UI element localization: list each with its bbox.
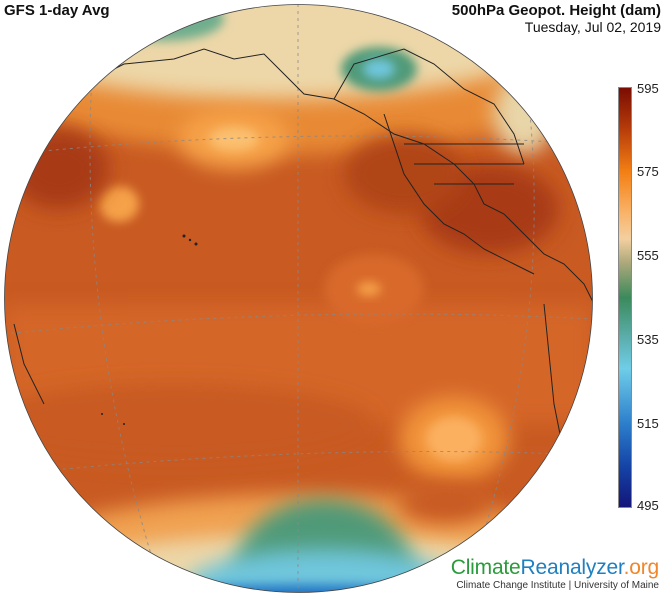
variable-title: 500hPa Geopot. Height (dam)	[451, 2, 661, 19]
institution-label: Climate Change Institute | University of…	[456, 580, 659, 591]
site-logo: ClimateReanalyzer.org	[450, 556, 659, 579]
colorbar-tick: 515	[637, 416, 659, 431]
globe-svg	[4, 4, 593, 593]
model-title: GFS 1-day Avg	[4, 2, 110, 19]
globe-outline	[4, 4, 593, 593]
date-label: Tuesday, Jul 02, 2019	[524, 19, 661, 35]
colorbar-tick: 595	[637, 81, 659, 96]
colorbar-tick: 495	[637, 498, 659, 513]
colorbar-tick: 535	[637, 332, 659, 347]
colorbar	[618, 87, 632, 508]
graticule	[4, 4, 593, 593]
colorbar-tick: 555	[637, 248, 659, 263]
islands	[101, 234, 198, 425]
height-field	[4, 4, 593, 593]
globe-map	[4, 4, 593, 593]
map-title-block: 500hPa Geopot. Height (dam) Tuesday, Jul…	[452, 2, 661, 36]
branding: ClimateReanalyzer.org Climate Change Ins…	[451, 557, 659, 593]
colorbar-tick: 575	[637, 164, 659, 179]
